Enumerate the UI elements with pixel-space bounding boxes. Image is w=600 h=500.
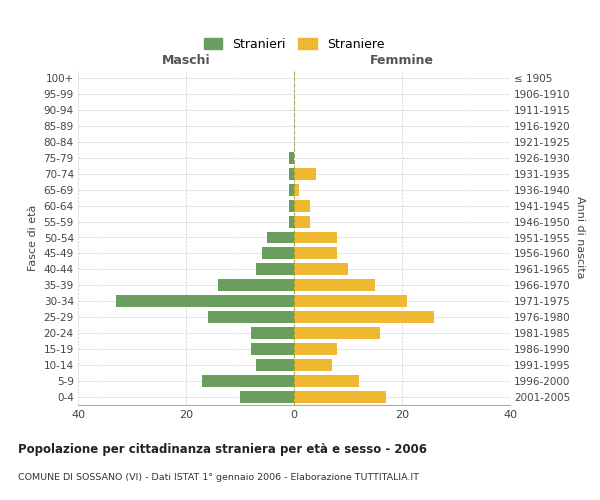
Bar [251, 327, 294, 339]
Bar [294, 200, 310, 211]
Bar [208, 312, 294, 323]
Bar [116, 296, 294, 308]
Bar [262, 248, 294, 260]
Y-axis label: Anni di nascita: Anni di nascita [575, 196, 585, 279]
Bar [289, 168, 294, 179]
Bar [289, 152, 294, 164]
Bar [289, 216, 294, 228]
Text: Maschi: Maschi [161, 54, 211, 67]
Bar [294, 216, 310, 228]
Bar [202, 375, 294, 387]
Bar [294, 359, 332, 371]
Bar [240, 391, 294, 403]
Bar [294, 184, 299, 196]
Bar [294, 375, 359, 387]
Text: COMUNE DI SOSSANO (VI) - Dati ISTAT 1° gennaio 2006 - Elaborazione TUTTITALIA.IT: COMUNE DI SOSSANO (VI) - Dati ISTAT 1° g… [18, 472, 419, 482]
Bar [267, 232, 294, 243]
Bar [294, 168, 316, 179]
Bar [289, 200, 294, 211]
Bar [256, 264, 294, 276]
Text: Femmine: Femmine [370, 54, 434, 67]
Bar [294, 343, 337, 355]
Bar [294, 327, 380, 339]
Y-axis label: Fasce di età: Fasce di età [28, 204, 38, 270]
Bar [294, 248, 337, 260]
Bar [294, 296, 407, 308]
Bar [218, 280, 294, 291]
Bar [289, 184, 294, 196]
Text: Popolazione per cittadinanza straniera per età e sesso - 2006: Popolazione per cittadinanza straniera p… [18, 442, 427, 456]
Bar [294, 312, 434, 323]
Bar [294, 264, 348, 276]
Bar [294, 280, 375, 291]
Bar [251, 343, 294, 355]
Legend: Stranieri, Straniere: Stranieri, Straniere [199, 32, 389, 56]
Bar [256, 359, 294, 371]
Bar [294, 232, 337, 243]
Bar [294, 391, 386, 403]
